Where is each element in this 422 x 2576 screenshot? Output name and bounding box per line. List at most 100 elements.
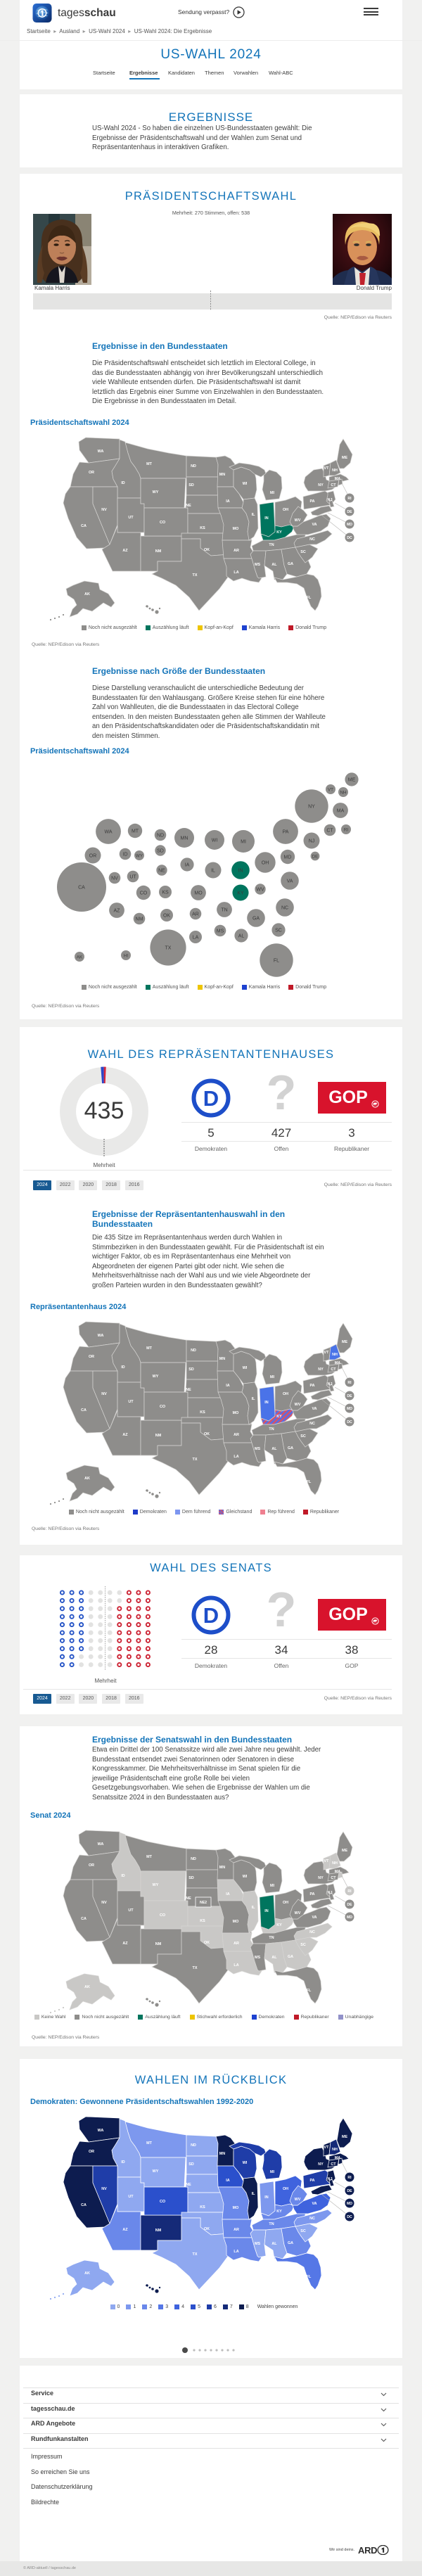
svg-text:IA: IA [226, 1384, 229, 1388]
svg-text:MA: MA [335, 477, 340, 481]
svg-text:VT: VT [324, 1859, 330, 1863]
svg-text:KS: KS [200, 1410, 205, 1415]
svg-text:KS: KS [200, 2205, 205, 2210]
svg-text:OR: OR [89, 1863, 94, 1868]
svg-text:HI: HI [124, 953, 129, 958]
svg-text:TN: TN [269, 1427, 274, 1432]
svg-text:OR: OR [89, 853, 97, 858]
svg-text:MI: MI [270, 2170, 274, 2174]
svg-text:LA: LA [234, 570, 238, 575]
svg-text:MI: MI [241, 839, 246, 844]
svg-text:VT: VT [324, 1351, 330, 1355]
svg-text:CO: CO [140, 891, 148, 895]
svg-text:IL: IL [252, 2192, 255, 2196]
svg-text:DC: DC [347, 1420, 352, 1424]
svg-text:WV: WV [295, 2198, 301, 2202]
svg-text:NC: NC [309, 1422, 315, 1426]
svg-text:KY: KY [237, 891, 244, 895]
svg-text:PA: PA [283, 829, 289, 834]
svg-text:PA: PA [309, 2179, 314, 2183]
svg-text:MD: MD [347, 2202, 352, 2206]
svg-text:MN: MN [219, 1866, 225, 1870]
svg-text:NC: NC [309, 1930, 315, 1934]
svg-text:VA: VA [312, 1915, 316, 1920]
svg-text:AL: AL [271, 1956, 277, 1960]
svg-text:KS: KS [200, 1919, 205, 1923]
svg-text:OR: OR [89, 2150, 94, 2154]
svg-text:ME: ME [342, 2135, 347, 2139]
svg-text:NM: NM [155, 1942, 162, 1946]
svg-text:SC: SC [275, 928, 282, 933]
svg-text:NC: NC [309, 537, 315, 542]
svg-text:IL: IL [252, 513, 255, 517]
svg-text:NV: NV [101, 1901, 107, 1905]
svg-text:CO: CO [160, 1913, 165, 1918]
svg-text:KS: KS [162, 890, 169, 895]
svg-text:IN: IN [264, 516, 268, 521]
svg-text:WA: WA [104, 829, 112, 834]
svg-text:ME: ME [342, 456, 347, 460]
svg-text:ID: ID [121, 1365, 124, 1370]
svg-text:AR: AR [192, 912, 199, 917]
svg-text:PA: PA [309, 1892, 314, 1896]
svg-text:AR: AR [234, 2228, 239, 2232]
svg-text:AZ: AZ [114, 908, 121, 913]
svg-text:TN: TN [269, 543, 274, 547]
svg-text:MS: MS [255, 563, 260, 567]
svg-text:SC: SC [300, 1434, 306, 1439]
svg-text:TX: TX [193, 1966, 198, 1970]
svg-text:NY: NY [318, 483, 324, 487]
svg-text:MS: MS [217, 929, 224, 933]
svg-text:MO: MO [233, 1411, 239, 1415]
svg-text:WY: WY [153, 1375, 159, 1379]
svg-text:CT: CT [331, 2162, 336, 2167]
svg-text:TN: TN [269, 2222, 274, 2226]
svg-text:MT: MT [132, 829, 139, 834]
svg-text:CO: CO [160, 1405, 165, 1409]
svg-text:IN: IN [238, 868, 243, 873]
svg-text:UT: UT [128, 1400, 134, 1404]
svg-text:MS: MS [255, 1956, 260, 1960]
svg-text:IA: IA [226, 2179, 229, 2183]
svg-text:NE: NE [186, 1896, 191, 1901]
svg-text:IA: IA [185, 862, 190, 867]
svg-text:WA: WA [98, 2129, 104, 2133]
svg-text:SD: SD [188, 2162, 194, 2167]
svg-text:OH: OH [262, 860, 269, 865]
svg-text:ME: ME [342, 1849, 347, 1853]
svg-text:AZ: AZ [122, 549, 128, 553]
svg-text:AL: AL [271, 1447, 277, 1451]
svg-text:GA: GA [288, 1955, 293, 1959]
svg-text:VA: VA [287, 879, 293, 884]
svg-text:TX: TX [193, 573, 198, 578]
svg-text:OH: OH [283, 1901, 288, 1905]
svg-text:NH: NH [332, 1353, 338, 1357]
svg-text:ND: ND [191, 2143, 196, 2148]
svg-text:MT: MT [146, 462, 152, 466]
svg-text:UT: UT [128, 516, 134, 520]
svg-text:HI: HI [143, 2000, 147, 2004]
svg-text:WI: WI [212, 838, 218, 843]
svg-text:MT: MT [146, 1855, 152, 1859]
svg-text:CT: CT [331, 483, 336, 487]
svg-text:HI: HI [143, 2286, 147, 2290]
svg-text:DE: DE [347, 510, 352, 514]
svg-text:MA: MA [335, 2156, 340, 2160]
svg-text:UT: UT [129, 874, 136, 879]
svg-text:NC: NC [309, 2217, 315, 2221]
svg-text:ND: ND [191, 464, 196, 468]
svg-text:TX: TX [193, 2252, 198, 2257]
svg-text:SC: SC [300, 550, 306, 554]
svg-text:CA: CA [78, 885, 85, 890]
svg-text:ID: ID [121, 2160, 124, 2164]
svg-text:DE: DE [347, 2189, 352, 2193]
svg-text:UT: UT [128, 2195, 134, 2199]
svg-text:DE: DE [312, 854, 319, 859]
svg-text:OH: OH [283, 1392, 288, 1396]
svg-text:ID: ID [121, 1874, 124, 1878]
svg-text:IL: IL [252, 1397, 255, 1401]
svg-text:GA: GA [288, 562, 293, 566]
svg-text:NJ: NJ [328, 2177, 333, 2181]
svg-text:AK: AK [84, 592, 90, 597]
svg-text:LA: LA [234, 1455, 238, 1459]
